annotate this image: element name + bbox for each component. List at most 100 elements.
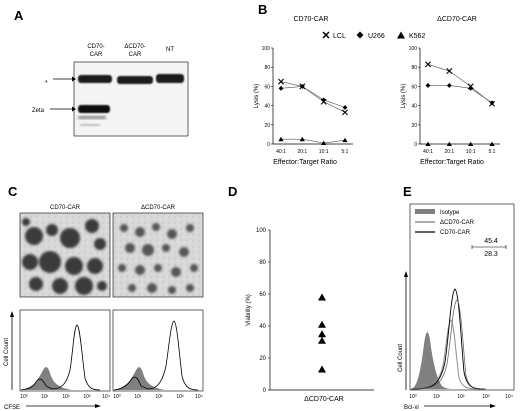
chart-b1-point-u266-2 bbox=[321, 97, 327, 103]
legend-label-lcl: LCL bbox=[333, 33, 346, 40]
chart-d-ytick-0: 0 bbox=[263, 388, 267, 394]
chart-b1-point-k562-2 bbox=[321, 140, 327, 146]
cfse-x-arrow-head bbox=[95, 404, 101, 408]
bcl-secondary-line bbox=[410, 299, 487, 390]
cfse-y-arrow-head bbox=[10, 311, 14, 317]
bcl-x-arrow-head bbox=[490, 404, 496, 408]
lane-label-1-line-2: CAR bbox=[90, 52, 103, 58]
panel-c: C CD70-CAR ΔCD70-CAR bbox=[4, 184, 204, 411]
chart-b2-point-lcl-0 bbox=[425, 61, 431, 68]
bcl-xlabel: Bcl-xl bbox=[404, 405, 419, 411]
chart-b2-ytick-40: 40 bbox=[411, 104, 417, 110]
cfse-xlabel: CFSE bbox=[4, 405, 20, 411]
histogram-2-cfse-line bbox=[113, 320, 199, 391]
cfse2-tick-0: 10⁰ bbox=[113, 394, 121, 400]
chart-b1-title: CD70-CAR bbox=[293, 16, 328, 23]
chart-b1-line-lcl bbox=[280, 81, 346, 113]
band-lane2-upper bbox=[117, 76, 153, 84]
chart-d-ytick-80: 80 bbox=[259, 260, 266, 266]
chart-b2-ytick-100: 100 bbox=[409, 46, 418, 52]
cfse2-tick-3: 10³ bbox=[176, 394, 184, 400]
cfse-tick-labels: 10⁰ 10¹ 10² 10³ 10⁴ 10⁰ 10¹ 10² 10³ 10⁴ bbox=[20, 394, 203, 400]
legend-item-u266: U266 bbox=[356, 31, 385, 40]
chart-b1-xtick-1: 20:1 bbox=[297, 149, 307, 155]
cfse1-tick-2: 10² bbox=[62, 394, 70, 400]
bcl-tick-labels: 10⁰ 10¹ 10² 10³ 10⁴ bbox=[409, 394, 513, 400]
bcl-tick-2: 10² bbox=[457, 394, 465, 400]
chart-b1-ytick-20: 20 bbox=[264, 123, 270, 129]
panel-letter-e: E bbox=[403, 184, 412, 199]
chart-b1-ylabel: Lysis (%) bbox=[254, 84, 260, 108]
lane-label-1-line-1: CD70- bbox=[87, 44, 104, 50]
chart-b1-point-u266-3 bbox=[342, 105, 348, 110]
panel-a: A CD70- CAR ΔCD70- CAR NT * Zeta bbox=[14, 8, 189, 137]
histogram-1-frame bbox=[19, 309, 111, 392]
chart-b1-ytick-80: 80 bbox=[264, 65, 270, 71]
micrograph-1-colonies bbox=[22, 218, 107, 295]
chart-d-xlabel: ΔCD70-CAR bbox=[304, 396, 344, 403]
panel-letter-d: D bbox=[228, 184, 237, 199]
cfse1-tick-1: 10¹ bbox=[41, 394, 49, 400]
chart-b2-line-u266 bbox=[428, 85, 493, 103]
chart-b2-point-k562-0 bbox=[425, 141, 431, 146]
chart-b2-xlabel: Effector:Target Ratio bbox=[420, 159, 484, 166]
legend-marker-u266 bbox=[356, 31, 364, 39]
chart-b2-ytick-80: 80 bbox=[411, 65, 417, 71]
band-lane1-upper bbox=[78, 75, 112, 83]
legend-cd70: CD70-CAR bbox=[440, 230, 471, 236]
chart-b2-ylabel: Lysis (%) bbox=[401, 84, 407, 108]
cfse2-tick-1: 10¹ bbox=[134, 394, 142, 400]
micrograph-dcd70-car bbox=[112, 212, 204, 298]
chart-b1-ytick-40: 40 bbox=[264, 104, 270, 110]
chart-d-point-4 bbox=[318, 365, 326, 373]
chart-b2-point-k562-2 bbox=[468, 141, 474, 146]
zeta-arrow-head bbox=[72, 106, 76, 112]
chart-b2-point-u266-3 bbox=[489, 100, 495, 106]
chart-b2-dcd70-car: 0 20 40 60 80 100 40:1 20:1 10:1 5:1 Lysis (%) bbox=[401, 46, 500, 155]
chart-b2-xtick-2: 10:1 bbox=[466, 149, 476, 155]
cfse2-tick-4: 10⁴ bbox=[195, 394, 203, 400]
micrograph-cd70-car bbox=[19, 212, 111, 298]
bcl-tick-0: 10⁰ bbox=[409, 394, 417, 400]
chart-b1-line-k562 bbox=[281, 138, 346, 144]
legend-isotype: Isotype bbox=[440, 210, 460, 216]
bcl-isotype-fill bbox=[411, 332, 456, 389]
chart-d-ytick-40: 40 bbox=[259, 324, 266, 330]
cfse-ylabel: Cell Count bbox=[4, 338, 10, 366]
panel-e: E Isotype ΔCD70-CAR CD70-CAR 45.4 28.3 1… bbox=[398, 184, 515, 411]
legend-dcd70: ΔCD70-CAR bbox=[440, 220, 475, 226]
cfse1-tick-4: 10⁴ bbox=[102, 394, 110, 400]
nonspecific-band-marker: * bbox=[45, 80, 48, 87]
cfse-histogram-2 bbox=[112, 309, 204, 392]
chart-b2-point-u266-2 bbox=[468, 85, 474, 91]
chart-b2-ytick-0: 0 bbox=[414, 142, 417, 148]
chart-b1-ytick-0: 0 bbox=[267, 142, 270, 148]
chart-b2-xtick-3: 5:1 bbox=[489, 149, 496, 155]
mfi-value-dcd70: 28.3 bbox=[484, 251, 498, 258]
bcl-tick-1: 10¹ bbox=[433, 394, 441, 400]
chart-d-viability: 0 20 40 60 80 100 Viability (%) bbox=[246, 228, 374, 394]
chart-b2-ytick-20: 20 bbox=[411, 123, 417, 129]
chart-b2-xtick-1: 20:1 bbox=[444, 149, 454, 155]
chart-b1-line-u266 bbox=[280, 86, 346, 108]
chart-d-point-3 bbox=[318, 336, 326, 344]
chart-b1-xtick-3: 5:1 bbox=[342, 149, 349, 155]
chart-d-point-2 bbox=[318, 330, 326, 338]
micrograph-2-colonies bbox=[118, 223, 198, 294]
cfse-histogram-1 bbox=[19, 309, 111, 392]
chart-b1-cd70-car: 0 20 40 60 80 100 40:1 20:1 10:1 5:1 Lysis (%) bbox=[254, 46, 353, 155]
panel-b: B CD70-CAR ΔCD70-CAR LCL U266 K562 0 20 40… bbox=[254, 2, 500, 166]
chart-d-ytick-60: 60 bbox=[259, 292, 266, 298]
chart-d-ylabel: Viability (%) bbox=[246, 294, 252, 326]
band-lane1-faint-1 bbox=[78, 116, 106, 119]
chart-b1-point-k562-0 bbox=[278, 136, 284, 142]
chart-b2-point-u266-1 bbox=[446, 83, 452, 88]
chart-b1-xtick-2: 10:1 bbox=[319, 149, 329, 155]
mfi-value-cd70: 45.4 bbox=[484, 238, 498, 245]
bcl-legend: Isotype ΔCD70-CAR CD70-CAR bbox=[415, 209, 475, 236]
chart-b2-point-lcl-1 bbox=[446, 68, 453, 75]
chart-b2-point-k562-1 bbox=[446, 141, 452, 146]
legend-item-lcl: LCL bbox=[322, 31, 346, 40]
zeta-label: Zeta bbox=[32, 108, 45, 114]
